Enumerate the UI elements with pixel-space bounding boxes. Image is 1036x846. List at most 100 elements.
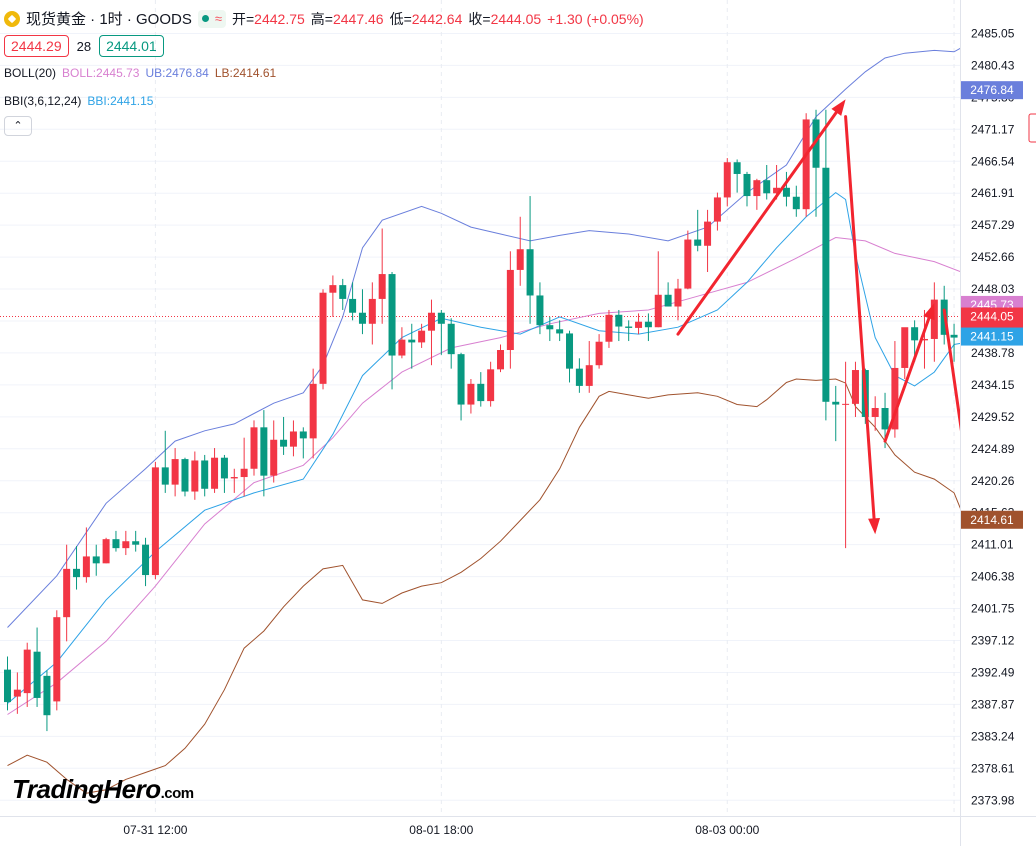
candle-body: [773, 187, 781, 194]
candle-body: [487, 369, 495, 402]
price-axis[interactable]: 2485.052480.432475.802471.172466.542461.…: [960, 0, 1036, 846]
candle: [871, 396, 879, 431]
candle: [625, 320, 633, 342]
symbol-title[interactable]: 现货黄金 · 1时 · GOODS: [26, 11, 192, 28]
candle-body: [33, 651, 41, 698]
candle-body: [122, 541, 130, 549]
price-badge-bg: [961, 510, 1023, 529]
price-tick-label: 2424.89: [971, 442, 1015, 456]
candle: [694, 209, 702, 252]
candle: [418, 323, 426, 348]
price-badge-label: 2441.15: [970, 330, 1014, 344]
price-badges: 2476.842445.732444.0500:43:222441.152414…: [961, 81, 1023, 529]
candle-body: [713, 197, 721, 222]
grid-lines: [0, 0, 994, 816]
price-badge-bg: [961, 81, 1023, 100]
candle-body: [920, 338, 928, 341]
candle-body: [802, 119, 810, 210]
candle-body: [546, 325, 554, 330]
candle: [575, 358, 583, 393]
candle: [497, 344, 504, 373]
candle: [329, 275, 337, 317]
trend-arrow: [676, 99, 846, 336]
price-tick-label: 2378.61: [971, 761, 1015, 775]
candle: [713, 192, 721, 231]
bbi-legend[interactable]: BBI(3,6,12,24) BBI:2441.15: [4, 94, 159, 108]
candle-body: [556, 329, 564, 334]
candle: [585, 341, 593, 393]
candle-body: [664, 294, 672, 307]
candle-body: [82, 556, 90, 578]
market-status-badge[interactable]: ≈: [197, 9, 226, 28]
candle: [851, 361, 859, 417]
candle: [240, 437, 248, 497]
candle-body: [536, 295, 544, 326]
candle-body: [23, 649, 31, 694]
candle-body: [73, 568, 81, 578]
candle: [289, 420, 297, 457]
candle: [664, 282, 672, 307]
candle: [901, 327, 909, 380]
candle: [151, 461, 159, 580]
price-badge-label: 2476.84: [970, 83, 1014, 97]
candlesticks: [4, 109, 1007, 732]
candle-body: [457, 354, 465, 405]
candle: [684, 230, 692, 290]
candle: [516, 216, 524, 286]
candle-body: [595, 341, 603, 366]
candle: [142, 537, 150, 587]
candle: [467, 379, 475, 414]
candle-body: [447, 323, 455, 355]
candle: [33, 627, 41, 707]
candle-body: [704, 221, 712, 246]
series-line-lb: [7, 378, 1004, 794]
candle: [802, 113, 810, 217]
candle: [23, 642, 31, 707]
sell-price-button[interactable]: 2444.29: [4, 35, 69, 57]
candle: [950, 323, 958, 362]
ohlc-low: 低=2442.64: [389, 10, 463, 27]
candle: [280, 416, 288, 455]
arrow-shaft: [676, 110, 838, 336]
price-tick-label: 2401.75: [971, 602, 1015, 616]
candle-body: [191, 460, 199, 492]
candle-body: [319, 292, 327, 384]
candle-body: [467, 383, 475, 405]
candle-body: [201, 460, 209, 489]
candle-body: [753, 180, 761, 197]
price-tick-label: 2406.38: [971, 570, 1015, 584]
candle: [546, 316, 554, 342]
candle-body: [891, 367, 899, 430]
candle: [891, 341, 899, 438]
time-axis[interactable]: 07-31 12:00 08-01 18:00 08-03 00:00: [0, 816, 1036, 846]
candle-body: [615, 314, 623, 327]
candle: [211, 448, 219, 493]
price-tick-label: 2420.26: [971, 474, 1015, 488]
boll-legend[interactable]: BOLL(20) BOLL:2445.73 UB:2476.84 LB:2414.61: [4, 66, 282, 80]
price-tick-label: 2485.05: [971, 26, 1015, 40]
candle-body: [743, 173, 751, 197]
buy-price-button[interactable]: 2444.01: [99, 35, 164, 57]
candle: [13, 672, 21, 714]
price-tick-label: 2471.17: [971, 122, 1015, 136]
candle: [566, 330, 574, 383]
collapse-legend-button[interactable]: ⌃: [4, 116, 32, 136]
candle-body: [240, 468, 248, 478]
candle-body: [151, 467, 159, 576]
candle: [112, 530, 120, 552]
candle-body: [575, 368, 583, 386]
candle: [132, 530, 140, 552]
candle-body: [654, 294, 662, 328]
price-tick-label: 2387.87: [971, 697, 1015, 711]
approx-icon: ≈: [214, 11, 222, 26]
candle: [53, 610, 61, 711]
candle-body: [723, 162, 731, 198]
candle: [447, 318, 455, 369]
candle-body: [132, 541, 140, 545]
bbi-value: BBI:2441.15: [87, 94, 154, 108]
candle: [635, 313, 643, 335]
candle-body: [270, 439, 278, 476]
candle-body: [102, 539, 110, 564]
candle: [309, 368, 317, 459]
